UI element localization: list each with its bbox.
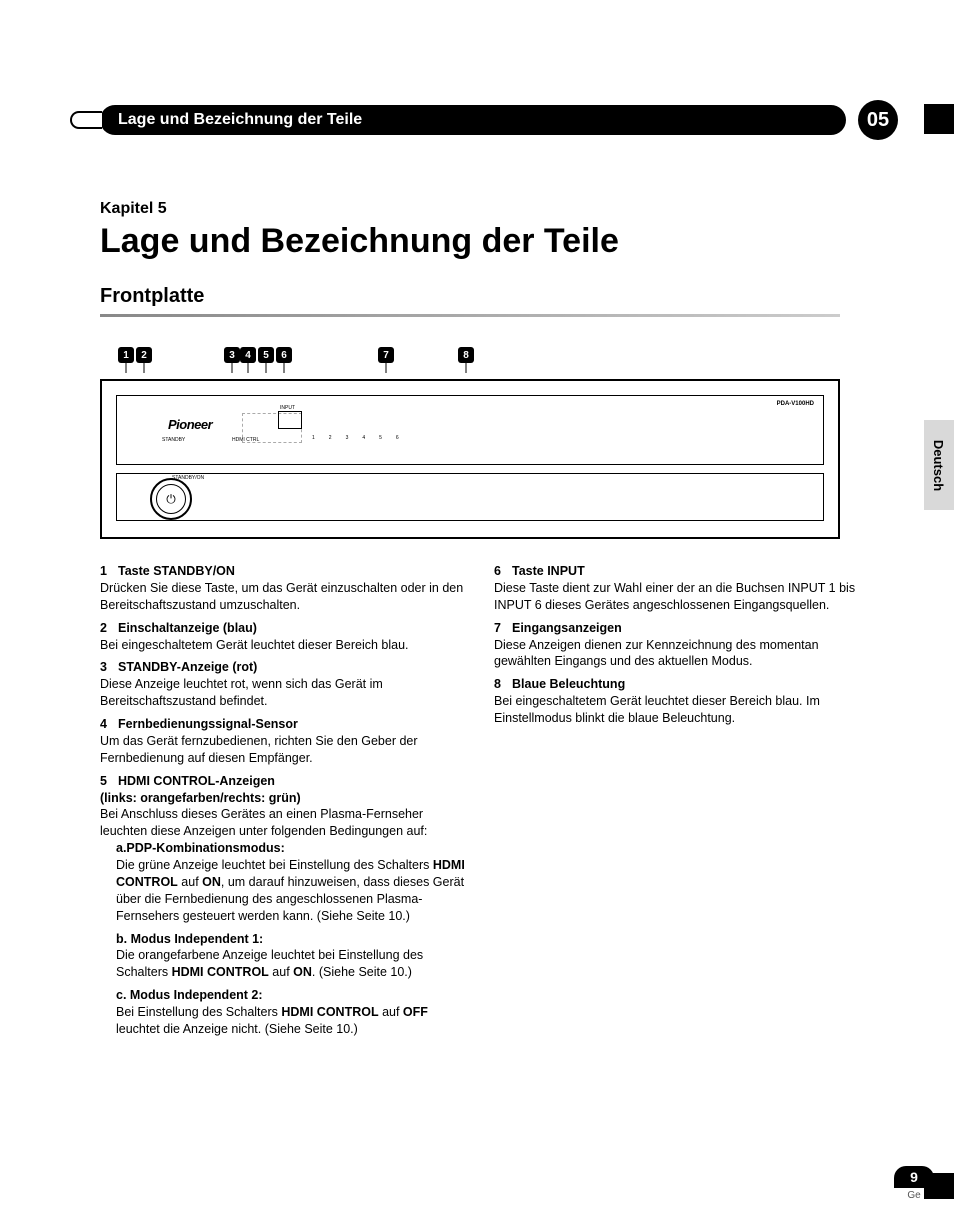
callout-4: 4	[240, 347, 256, 363]
item-5a: a.PDP-Kombinationsmodus: Die grüne Anzei…	[116, 840, 466, 924]
item-4-body: Um das Gerät fernzubedienen, richten Sie…	[100, 733, 466, 767]
item-3-body: Diese Anzeige leuchtet rot, wenn sich da…	[100, 676, 466, 710]
callout-3: 3	[224, 347, 240, 363]
chapter-title: Lage und Bezeichnung der Teile	[100, 222, 898, 261]
input-num-6: 6	[396, 435, 399, 441]
item-5a-head: a.PDP-Kombinationsmodus:	[116, 840, 466, 857]
language-tab-text: Deutsch	[932, 439, 947, 490]
item-5-head: 5HDMI CONTROL-Anzeigen	[100, 773, 466, 790]
model-label: PDA-V100HD	[777, 401, 814, 407]
device-outline: Pioneer PDA-V100HD STANDBY HDMI CTRL INP…	[100, 379, 840, 539]
standby-tiny-label: STANDBY	[162, 437, 185, 443]
item-1-body: Drücken Sie diese Taste, um das Gerät ei…	[100, 580, 466, 614]
item-6-body: Diese Taste dient zur Wahl einer der an …	[494, 580, 860, 614]
header-edge-bar	[924, 104, 954, 134]
item-5c: c. Modus Independent 2: Bei Einstellung …	[116, 987, 466, 1038]
item-8-body: Bei eingeschaltetem Gerät leuchtet diese…	[494, 693, 860, 727]
input-number-row: 1 2 3 4 5 6	[312, 435, 399, 441]
power-icon: ⏻	[156, 484, 186, 514]
input-num-2: 2	[329, 435, 332, 441]
right-column: 6Taste INPUT Diese Taste dient zur Wahl …	[494, 557, 860, 1038]
input-num-4: 4	[362, 435, 365, 441]
page-lang-code: Ge	[894, 1190, 934, 1201]
page-footer: 9 Ge	[894, 1166, 934, 1201]
section-header-text: Lage und Bezeichnung der Teile	[118, 111, 362, 128]
item-1-head: 1Taste STANDBY/ON	[100, 563, 466, 580]
item-2-body: Bei eingeschaltetem Gerät leuchtet diese…	[100, 637, 466, 654]
chapter-number-badge: 05	[858, 100, 898, 140]
input-num-3: 3	[346, 435, 349, 441]
header-row: Lage und Bezeichnung der Teile 05	[100, 100, 898, 140]
callout-2: 2	[136, 347, 152, 363]
section-header-pill: Lage und Bezeichnung der Teile	[100, 105, 846, 135]
device-bottom-section	[116, 473, 824, 521]
callout-8: 8	[458, 347, 474, 363]
front-panel-diagram: 12345678 Pioneer PDA-V100HD STANDBY HDMI…	[100, 347, 840, 539]
item-4-head: 4Fernbedienungssignal-Sensor	[100, 716, 466, 733]
item-5c-head: c. Modus Independent 2:	[116, 987, 466, 1004]
page-number: 9	[894, 1166, 934, 1188]
item-5b-head: b. Modus Independent 1:	[116, 931, 466, 948]
item-7-body: Diese Anzeigen dienen zur Kennzeichnung …	[494, 637, 860, 671]
item-5a-body: Die grüne Anzeige leuchtet bei Einstellu…	[116, 857, 466, 925]
item-7-head: 7Eingangsanzeigen	[494, 620, 860, 637]
item-5b: b. Modus Independent 1: Die orangefarben…	[116, 931, 466, 982]
language-tab: Deutsch	[924, 420, 954, 510]
device-top-section	[116, 395, 824, 465]
callout-6: 6	[276, 347, 292, 363]
item-3-head: 3STANDBY-Anzeige (rot)	[100, 659, 466, 676]
description-columns: 1Taste STANDBY/ON Drücken Sie diese Tast…	[100, 557, 860, 1038]
item-5-subtitle: (links: orangefarben/rechts: grün)	[100, 790, 466, 807]
callout-1: 1	[118, 347, 134, 363]
callout-7: 7	[378, 347, 394, 363]
item-2-head: 2Einschaltanzeige (blau)	[100, 620, 466, 637]
input-num-5: 5	[379, 435, 382, 441]
input-button-box	[278, 411, 302, 429]
chapter-label: Kapitel 5	[100, 200, 898, 218]
section-divider	[100, 314, 840, 317]
power-button: ⏻	[150, 478, 192, 520]
chapter-number: 05	[867, 109, 889, 132]
callout-5: 5	[258, 347, 274, 363]
left-column: 1Taste STANDBY/ON Drücken Sie diese Tast…	[100, 557, 466, 1038]
brand-logo: Pioneer	[168, 417, 212, 432]
section-title: Frontplatte	[100, 285, 898, 308]
input-num-1: 1	[312, 435, 315, 441]
item-6-head: 6Taste INPUT	[494, 563, 860, 580]
item-5b-body: Die orangefarbene Anzeige leuchtet bei E…	[116, 947, 466, 981]
item-5c-body: Bei Einstellung des Schalters HDMI CONTR…	[116, 1004, 466, 1038]
item-8-head: 8Blaue Beleuchtung	[494, 676, 860, 693]
item-5-body: Bei Anschluss dieses Gerätes an einen Pl…	[100, 806, 466, 840]
callout-row: 12 3456 7 8	[100, 347, 840, 375]
